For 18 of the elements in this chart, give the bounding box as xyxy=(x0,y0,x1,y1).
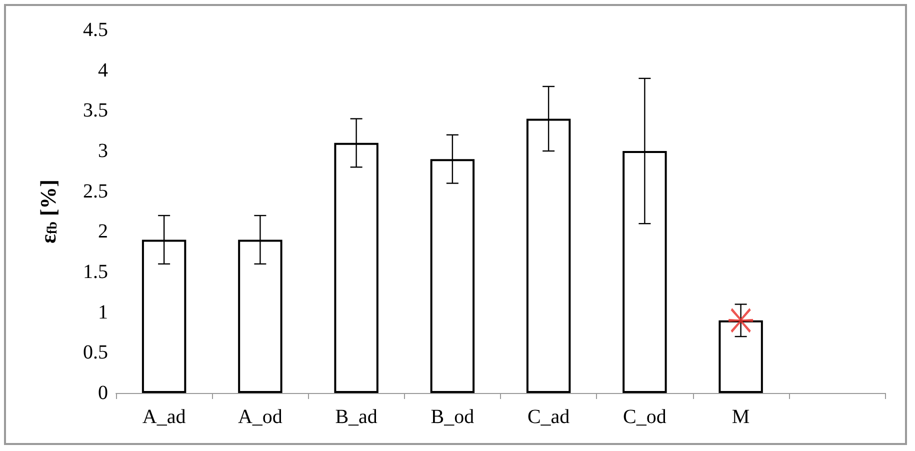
y-tick-label: 3 xyxy=(98,140,108,162)
x-tick-label: C_od xyxy=(623,406,666,428)
x-tick-label: A_ad xyxy=(142,406,186,428)
y-axis-title: εfb [%] xyxy=(36,180,60,244)
x-tick-label: B_ad xyxy=(335,406,378,428)
x-tick-label: A_od xyxy=(238,406,282,428)
y-tick-label: 1.5 xyxy=(83,261,108,283)
y-tick-label: 0 xyxy=(98,382,108,404)
y-tick-label: 4.5 xyxy=(83,19,108,41)
y-tick-label: 4 xyxy=(98,59,108,82)
y-tick-label: 3.5 xyxy=(83,100,108,122)
x-tick-label: B_od xyxy=(430,406,474,428)
y-tick-label: 2.5 xyxy=(83,180,108,202)
y-tick-label: 1 xyxy=(98,301,108,324)
x-tick-label: C_ad xyxy=(527,406,570,428)
y-tick-label: 2 xyxy=(98,220,108,243)
y-tick-label: 0.5 xyxy=(83,342,108,364)
x-tick-label: M xyxy=(732,406,750,428)
